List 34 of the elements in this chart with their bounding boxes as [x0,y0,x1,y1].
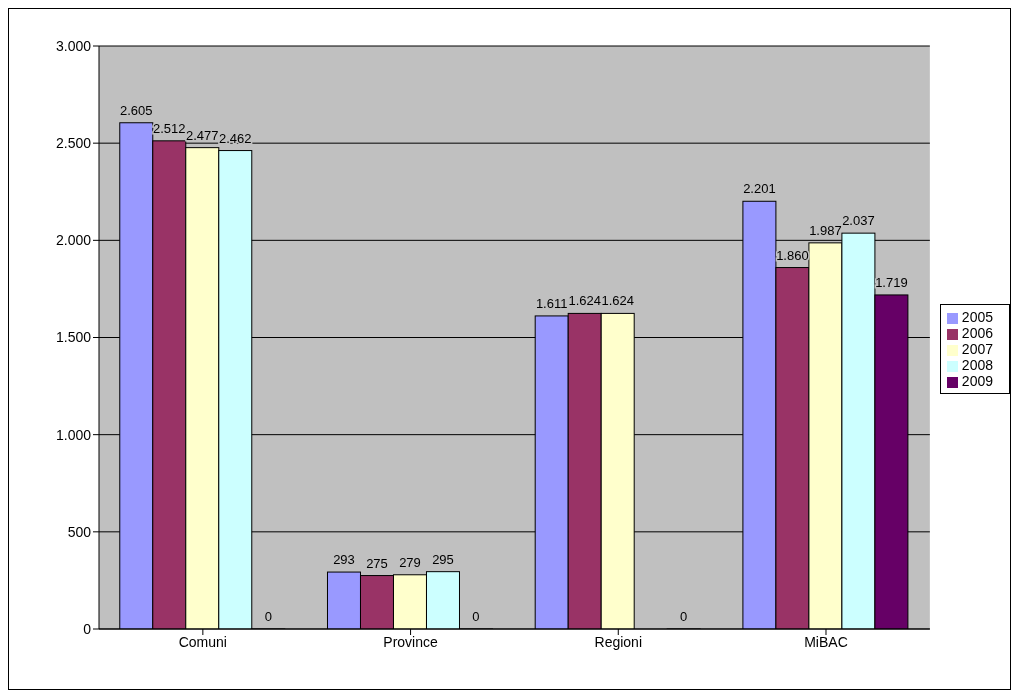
data-label: 2.201 [743,181,776,197]
data-label: 1.624 [601,293,634,309]
data-label: 0 [472,608,480,624]
legend-label: 2006 [961,325,993,341]
x-tick-label: Province [383,633,439,650]
x-tick-label: Regioni [594,633,643,650]
data-label: 2.037 [842,213,875,229]
legend-label: 2009 [961,373,993,389]
data-label: 1.611 [535,295,568,311]
y-tick-label: 1.000 [55,426,92,443]
y-tick-label: 1.500 [55,329,92,346]
y-tick-label: 500 [67,523,92,540]
data-label: 2.512 [153,120,186,136]
legend-label: 2005 [961,309,993,325]
x-tick-label: Comuni [178,633,227,650]
data-label: 2.605 [120,102,153,118]
legend-label: 2007 [961,341,993,357]
data-label: 2.462 [219,130,252,146]
data-label: 293 [333,552,355,568]
data-label: 295 [432,551,454,567]
data-label: 1.719 [875,274,908,290]
y-tick-label: 3.000 [55,37,92,54]
x-tick-label: MiBAC [804,633,848,650]
data-label: 2.477 [186,127,219,143]
legend-label: 2008 [961,357,993,373]
data-label: 275 [366,555,388,571]
y-tick-label: 2.500 [55,135,92,152]
data-label: 0 [264,608,272,624]
data-label: 0 [680,608,688,624]
data-label: 1.987 [809,222,842,238]
y-tick-label: 0 [83,620,92,637]
data-label: 1.624 [568,293,601,309]
y-tick-label: 2.000 [55,232,92,249]
data-label: 279 [399,554,421,570]
